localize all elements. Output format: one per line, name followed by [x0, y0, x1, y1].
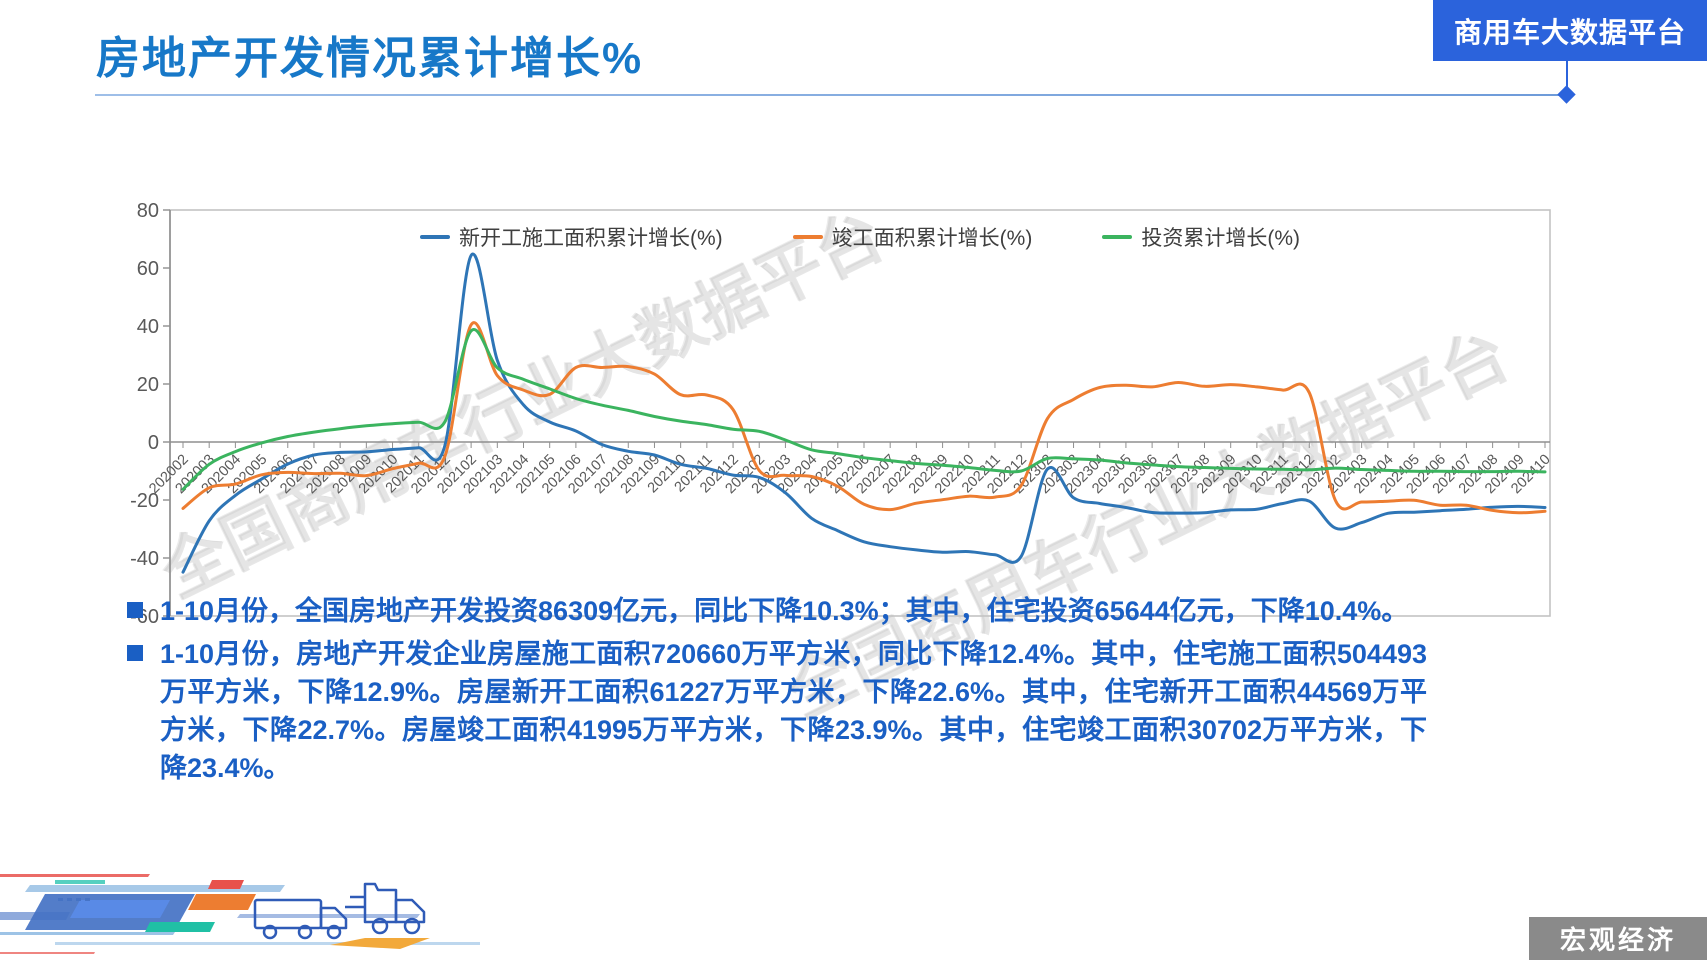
legend-item-1: 竣工面积累计增长(%) — [792, 222, 1033, 252]
series-line-1 — [181, 321, 1547, 515]
badge-diamond-icon — [1557, 85, 1576, 104]
truck-icon — [345, 882, 426, 935]
y-tick-label: -20 — [130, 490, 159, 512]
series-line-0 — [181, 252, 1547, 574]
plot-border — [169, 209, 1551, 617]
section-tag: 宏观经济 — [1529, 917, 1707, 960]
title-underline — [95, 94, 1565, 96]
bullet-square-icon — [127, 645, 143, 661]
line-chart: 80 60 40 20 0 -20 -40 -60 202002 202003 202004 2020… — [100, 195, 1580, 635]
summary-bullets: 1-10月份，全国房地产开发投资86309亿元，同比下降10.3%；其中，住宅投… — [127, 592, 1427, 792]
legend-label: 竣工面积累计增长(%) — [831, 227, 1033, 250]
bullet-text: 1-10月份，全国房地产开发投资86309亿元，同比下降10.3%；其中，住宅投… — [160, 596, 1409, 626]
chart-legend: 新开工施工面积累计增长(%) 竣工面积累计增长(%) 投资累计增长(%) — [170, 222, 1550, 252]
bullet-text: 1-10月份，房地产开发企业房屋施工面积720660万平方米，同比下降12.4%… — [160, 639, 1427, 783]
speed-lines — [0, 874, 480, 954]
bullet-item: 1-10月份，全国房地产开发投资86309亿元，同比下降10.3%；其中，住宅投… — [127, 592, 1427, 630]
legend-swatch — [419, 235, 450, 239]
decoration-trucks-graphic — [0, 874, 480, 954]
platform-badge: 商用车大数据平台 — [1433, 0, 1707, 61]
legend-swatch — [1102, 235, 1133, 239]
bullet-item: 1-10月份，房地产开发企业房屋施工面积720660万平方米，同比下降12.4%… — [127, 635, 1427, 787]
legend-item-2: 投资累计增长(%) — [1102, 222, 1300, 252]
series-line-2 — [181, 328, 1547, 491]
legend-label: 新开工施工面积累计增长(%) — [458, 227, 723, 250]
y-tick-label: -40 — [130, 548, 159, 570]
legend-swatch — [792, 235, 823, 239]
truck-icon — [253, 898, 348, 940]
badge-connector-line — [1566, 61, 1568, 91]
y-tick-label: 40 — [137, 316, 159, 338]
bullet-square-icon — [127, 602, 143, 618]
y-tick-label: 60 — [137, 258, 159, 280]
y-tick-label: 20 — [137, 374, 159, 396]
legend-label: 投资累计增长(%) — [1141, 227, 1300, 250]
chart-canvas: 806040200-20-40-602020022020032020042020… — [130, 200, 1554, 628]
y-tick-label: 0 — [148, 432, 159, 454]
page-title: 房地产开发情况累计增长% — [96, 34, 644, 83]
y-tick-label: 80 — [137, 200, 159, 222]
legend-item-0: 新开工施工面积累计增长(%) — [419, 222, 723, 252]
